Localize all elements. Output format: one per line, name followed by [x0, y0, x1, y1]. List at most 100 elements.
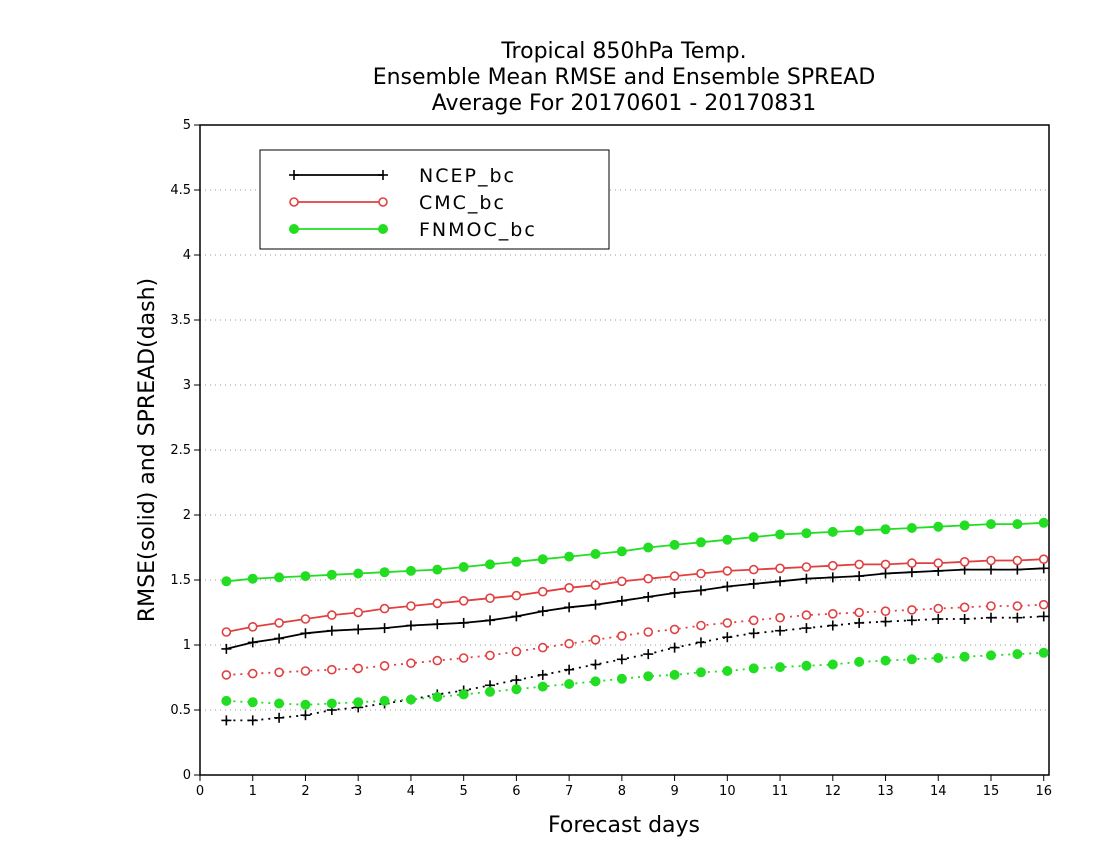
data-point-rmse	[564, 582, 574, 593]
data-point-spread	[511, 684, 522, 695]
data-point-rmse	[537, 606, 548, 617]
data-point-spread	[326, 698, 337, 709]
data-point-rmse	[695, 585, 706, 596]
data-point-rmse	[827, 526, 838, 537]
legend-item: CMC_bc	[289, 192, 506, 214]
data-point-rmse	[906, 567, 917, 578]
data-point-rmse	[432, 598, 443, 609]
data-point-rmse	[933, 558, 944, 568]
y-tick-label: 4.5	[170, 183, 191, 198]
data-point-rmse	[669, 539, 680, 550]
legend-item: NCEP_bc	[289, 165, 516, 187]
data-point-rmse	[590, 599, 601, 610]
legend-box	[259, 149, 610, 250]
data-point-rmse	[643, 573, 654, 584]
data-point-spread	[590, 676, 601, 687]
data-point-spread	[617, 631, 627, 641]
data-point-spread	[643, 671, 654, 682]
legend-marker	[378, 197, 388, 207]
data-point-rmse	[221, 576, 232, 587]
data-point-rmse	[616, 546, 627, 557]
data-point-spread	[300, 666, 311, 676]
data-point-rmse	[564, 551, 575, 562]
data-point-spread	[775, 612, 785, 623]
data-point-rmse	[511, 611, 522, 622]
data-point-rmse	[1038, 563, 1049, 574]
data-point-spread	[854, 656, 865, 667]
data-point-rmse	[801, 562, 812, 572]
legend-label: NCEP_bc	[419, 165, 516, 187]
data-point-rmse	[907, 558, 917, 568]
data-point-spread	[564, 664, 575, 675]
data-point-rmse	[722, 534, 733, 545]
data-point-rmse	[405, 620, 416, 631]
data-point-spread	[379, 695, 390, 706]
data-point-rmse	[458, 617, 469, 628]
data-point-spread	[405, 694, 416, 705]
series-line-spread-cmc-bc	[226, 603, 1044, 676]
data-point-spread	[458, 689, 469, 700]
data-point-spread	[880, 606, 891, 617]
data-point-rmse	[933, 521, 944, 532]
data-point-spread	[247, 715, 258, 726]
data-point-spread	[1038, 647, 1049, 658]
data-point-spread	[353, 663, 363, 674]
legend-marker	[289, 170, 299, 180]
x-tick-label: 7	[565, 784, 573, 799]
data-point-spread	[485, 686, 496, 697]
data-point-spread	[695, 667, 706, 678]
data-point-rmse	[247, 573, 258, 584]
data-point-spread	[959, 651, 970, 662]
data-point-rmse	[669, 588, 680, 598]
y-axis: 0 0.5 1 1.5 2 2.5 3 3.5 4 4.5 5	[170, 118, 200, 783]
data-point-spread	[537, 669, 548, 680]
data-point-rmse	[485, 559, 496, 570]
data-point-rmse	[959, 520, 970, 531]
legend-marker	[378, 170, 388, 180]
data-point-rmse	[748, 578, 759, 589]
series-ncep-bc	[221, 563, 1049, 726]
data-point-spread	[406, 658, 416, 669]
data-point-rmse	[300, 571, 311, 582]
y-tick-label: 1	[183, 638, 191, 653]
data-point-rmse	[353, 568, 364, 579]
legend-label: FNMOC_bc	[419, 219, 537, 241]
x-tick-label: 9	[670, 784, 678, 799]
data-point-rmse	[300, 614, 311, 624]
data-point-rmse	[379, 623, 390, 634]
data-point-spread	[1038, 599, 1049, 610]
data-point-rmse	[985, 519, 996, 530]
data-point-rmse	[722, 566, 733, 576]
y-axis-label: RMSE(solid) and SPREAD(dash)	[135, 278, 160, 622]
series-cmc-bc	[221, 554, 1049, 680]
y-tick-label: 2	[183, 508, 191, 523]
legend-label: CMC_bc	[419, 192, 506, 214]
data-point-rmse	[537, 554, 548, 565]
data-point-spread	[722, 632, 733, 643]
data-point-spread	[221, 715, 232, 726]
data-point-rmse	[485, 593, 495, 604]
data-point-rmse	[827, 560, 838, 571]
data-point-spread	[933, 653, 944, 663]
data-point-rmse	[327, 610, 337, 620]
data-point-spread	[1038, 611, 1049, 622]
y-tick-label: 3	[183, 378, 191, 393]
x-tick-label: 1	[249, 784, 257, 799]
data-point-spread	[458, 653, 469, 663]
data-point-spread	[485, 650, 495, 661]
data-point-spread	[1012, 601, 1023, 611]
data-point-rmse	[827, 572, 838, 583]
data-point-rmse	[643, 542, 654, 553]
data-point-spread	[880, 616, 891, 627]
data-point-spread	[590, 634, 601, 645]
data-point-spread	[274, 698, 285, 709]
data-point-spread	[669, 669, 680, 680]
data-point-rmse	[247, 637, 258, 648]
data-point-spread	[827, 608, 838, 619]
chart-title-line-2: Ensemble Mean RMSE and Ensemble SPREAD	[373, 65, 876, 90]
data-point-rmse	[775, 529, 786, 540]
data-point-spread	[1012, 649, 1023, 660]
data-point-rmse	[696, 568, 706, 579]
x-tick-label: 10	[719, 784, 736, 799]
